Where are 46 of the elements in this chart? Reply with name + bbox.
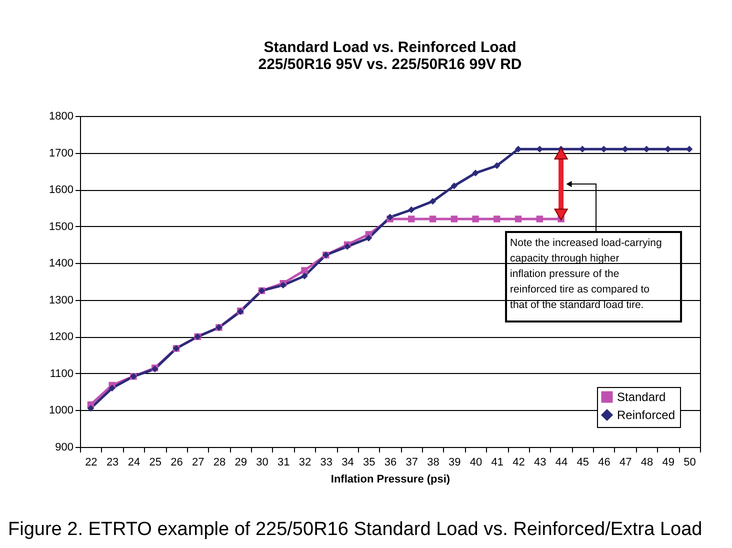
x-tick-label: 22	[85, 456, 98, 468]
x-tick-label: 36	[384, 456, 397, 468]
x-tick-label: 32	[298, 456, 312, 468]
annotation: Note the increased load-carrying capacity through higher inflation pressure of the reinforced tire as compared to that of the standard load tire.	[510, 237, 662, 312]
y-tick-label: 900	[55, 442, 74, 454]
x-tick-label: 34	[342, 456, 354, 468]
x-tick-label: 45	[576, 456, 590, 468]
x-tick-label: 35	[362, 456, 376, 468]
y-tick-label: 1000	[49, 404, 74, 417]
x-tick-label: 46	[598, 456, 610, 468]
x-tick-label: 42	[512, 456, 525, 468]
y-tick-label: 1100	[50, 368, 74, 380]
x-tick-label: 41	[491, 456, 504, 468]
y-tick-label: 1300	[49, 294, 74, 306]
x-tick-label: 24	[128, 456, 140, 468]
y-tick-label: 1500	[49, 220, 74, 233]
y-tick-label: 1700	[49, 147, 74, 160]
x-tick-label: 33	[320, 456, 332, 468]
x-tick-label: 40	[470, 456, 482, 468]
legend-label: Standard	[617, 390, 666, 404]
caption: Figure 2. ETRTO example of 225/50R16 Standard Load vs. Reinforced/Extra Load	[8, 519, 702, 540]
y-tick-label: 1800	[49, 110, 74, 122]
x-tick-label: 27	[192, 456, 204, 468]
text: Standard Load vs. Reinforced Load	[264, 39, 516, 56]
x-tick-label: 44	[555, 456, 568, 468]
x-tick-label: 43	[534, 456, 546, 468]
x-tick-label: 50	[684, 456, 696, 468]
y-tick-label: 1400	[49, 258, 74, 270]
x-tick-label: 29	[234, 456, 247, 468]
text: 225/50R16 95V vs. 225/50R16 99V RD	[258, 56, 522, 73]
x-tick-label: 25	[149, 456, 162, 468]
x-axis-title: Inflation Pressure (psi)	[330, 474, 450, 486]
x-tick-label: 39	[448, 456, 461, 468]
x-tick-label: 28	[213, 456, 226, 468]
x-tick-label: 38	[427, 456, 440, 468]
x-tick-label: 37	[406, 456, 418, 468]
x-tick-label: 30	[256, 456, 268, 468]
y-tick-label: 1600	[49, 184, 74, 196]
legend-label: Reinforced	[617, 408, 676, 422]
y-tick-label: 1200	[49, 331, 74, 344]
x-tick-label: 26	[170, 456, 183, 468]
x-tick-label: 23	[106, 456, 119, 468]
x-tick-label: 48	[640, 456, 654, 468]
x-tick-label: 49	[662, 456, 675, 468]
x-tick-label: 47	[620, 456, 632, 468]
x-tick-label: 31	[277, 456, 290, 468]
